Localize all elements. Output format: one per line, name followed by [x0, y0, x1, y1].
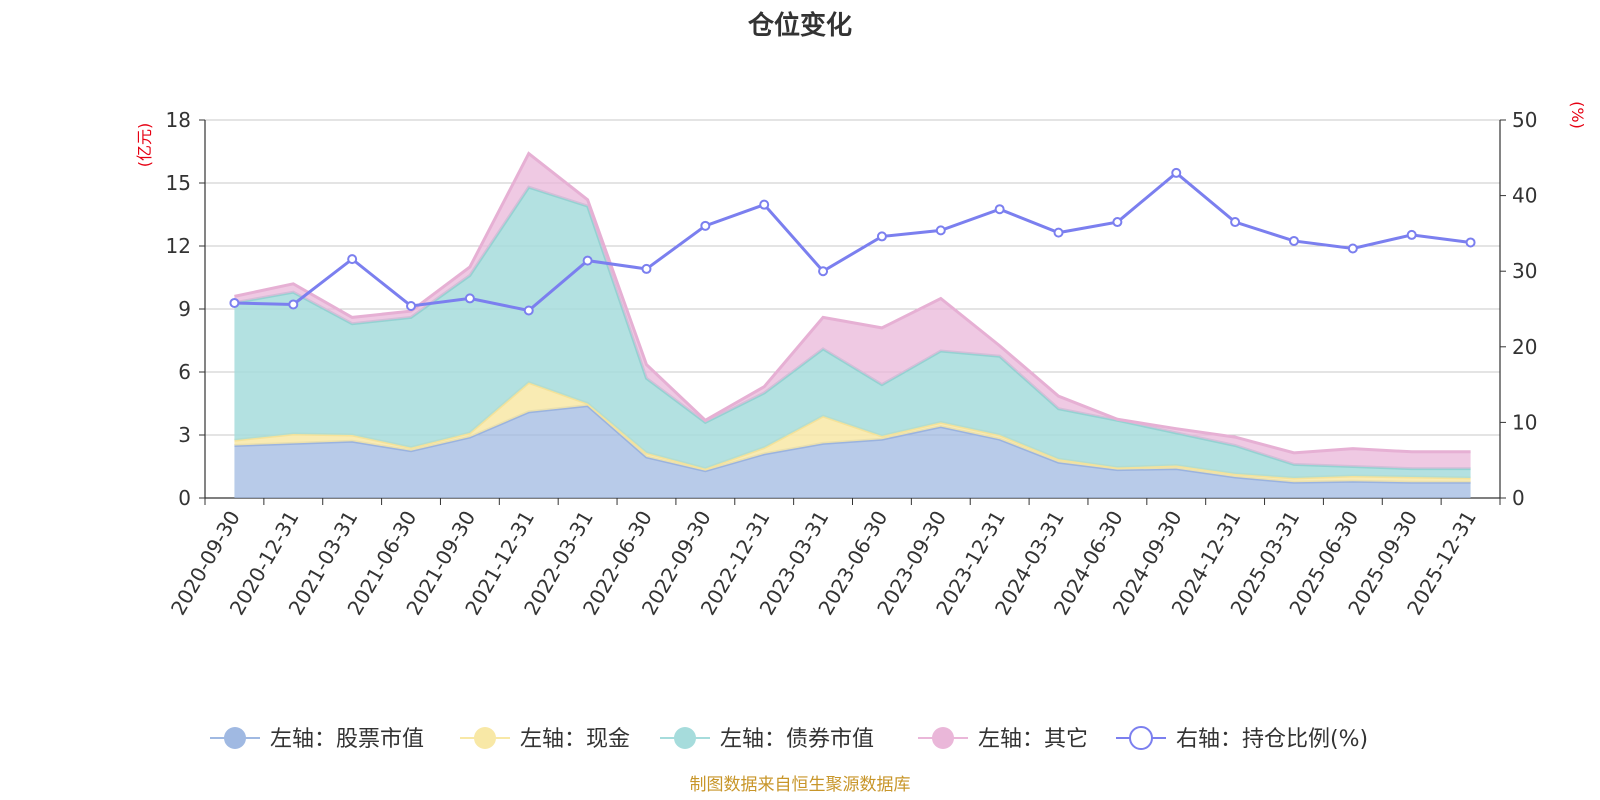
legend-marker-1	[474, 727, 496, 749]
legend-label-0: 左轴：股票市值	[270, 727, 424, 752]
left-tick-label: 0	[178, 486, 191, 510]
ratio-point	[1406, 229, 1417, 240]
legend-label-4: 右轴：持仓比例(%)	[1176, 727, 1368, 752]
left-tick-label: 6	[178, 360, 191, 384]
chart-title: 仓位变化	[747, 10, 852, 41]
ratio-line-series	[229, 167, 1476, 316]
left-tick-label: 9	[178, 297, 191, 321]
area-series-1	[234, 382, 1471, 483]
ratio-point	[876, 231, 887, 242]
legend-label-2: 左轴：债券市值	[720, 727, 874, 752]
right-tick-label: 0	[1512, 486, 1525, 510]
left-tick-label: 12	[166, 234, 191, 258]
area-series-edge-3	[234, 151, 1471, 455]
right-tick-label: 10	[1512, 410, 1537, 434]
ratio-point	[759, 199, 770, 210]
legend-marker-3	[932, 727, 954, 749]
left-tick-label: 15	[166, 171, 191, 195]
ratio-point	[935, 225, 946, 236]
ratio-line-path	[234, 170, 1471, 313]
ratio-point	[347, 254, 358, 265]
legend-label-3: 左轴：其它	[978, 727, 1088, 752]
ratio-point	[1465, 237, 1476, 248]
legend-marker-0	[224, 727, 246, 749]
ratio-point	[523, 305, 534, 316]
right-tick-label: 20	[1512, 335, 1537, 359]
ratio-point	[994, 204, 1005, 215]
right-tick-label: 40	[1512, 184, 1537, 208]
left-axis-unit: (亿元)	[135, 123, 154, 168]
ratio-point	[1347, 243, 1358, 254]
area-series-2	[234, 187, 1471, 479]
ratio-point	[229, 297, 240, 308]
ratio-point	[1053, 227, 1064, 238]
left-tick-label: 18	[166, 108, 191, 132]
ratio-point	[406, 300, 417, 311]
ratio-point	[1230, 217, 1241, 228]
left-tick-label: 3	[178, 423, 191, 447]
right-tick-label: 30	[1512, 259, 1537, 283]
ratio-point	[818, 266, 829, 277]
ratio-point	[641, 263, 652, 274]
stacked-areas	[234, 151, 1471, 498]
source-note: 制图数据来自恒生聚源数据库	[690, 775, 911, 795]
right-axis-unit: (%)	[1568, 101, 1587, 129]
ratio-point	[1171, 167, 1182, 178]
legend-marker-4	[1129, 726, 1153, 750]
ratio-point	[288, 299, 299, 310]
ratio-point	[464, 293, 475, 304]
ratio-point	[1288, 235, 1299, 246]
ratio-point	[582, 255, 593, 266]
ratio-point	[700, 220, 711, 231]
legend: 左轴：股票市值 左轴：现金 左轴：债券市值 左轴：其它 右轴：持仓比例(%)	[210, 726, 1368, 752]
legend-label-1: 左轴：现金	[520, 727, 630, 752]
ratio-point	[1112, 217, 1123, 228]
legend-marker-2	[674, 727, 696, 749]
right-tick-label: 50	[1512, 108, 1537, 132]
area-series-0	[234, 405, 1471, 498]
